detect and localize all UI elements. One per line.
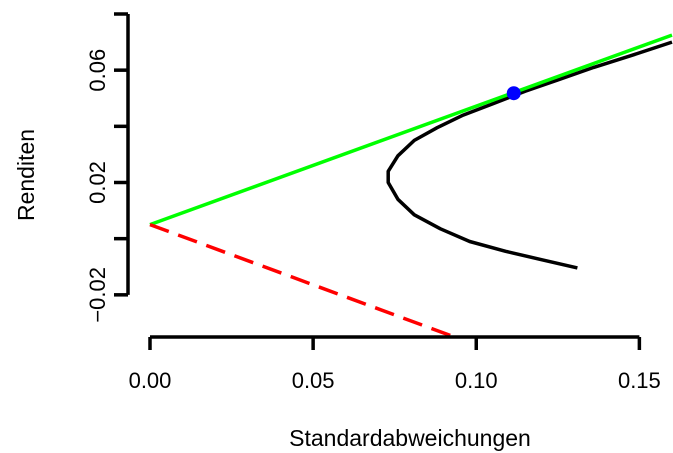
y-tick-label: 0.06 <box>85 49 110 92</box>
plot-area <box>149 33 673 336</box>
series-group <box>149 33 673 336</box>
lower-dashed-line <box>149 222 457 336</box>
x-axis-title: Standardabweichungen <box>289 425 531 451</box>
x-tick-label: 0.10 <box>455 368 498 393</box>
frontier-curve <box>386 40 673 270</box>
tangency-point <box>506 86 521 101</box>
tangent-line <box>149 33 673 227</box>
y-axis-title: Renditen <box>13 129 39 221</box>
x-tick-label: 0.05 <box>292 368 335 393</box>
x-tick-label: 0.00 <box>129 368 172 393</box>
x-tick-label: 0.15 <box>618 368 661 393</box>
axes: 0.00 0.05 0.10 0.15 −0.02 0.02 0.06 <box>85 12 661 393</box>
y-tick-label: −0.02 <box>85 267 110 323</box>
y-tick-label: 0.02 <box>85 161 110 204</box>
